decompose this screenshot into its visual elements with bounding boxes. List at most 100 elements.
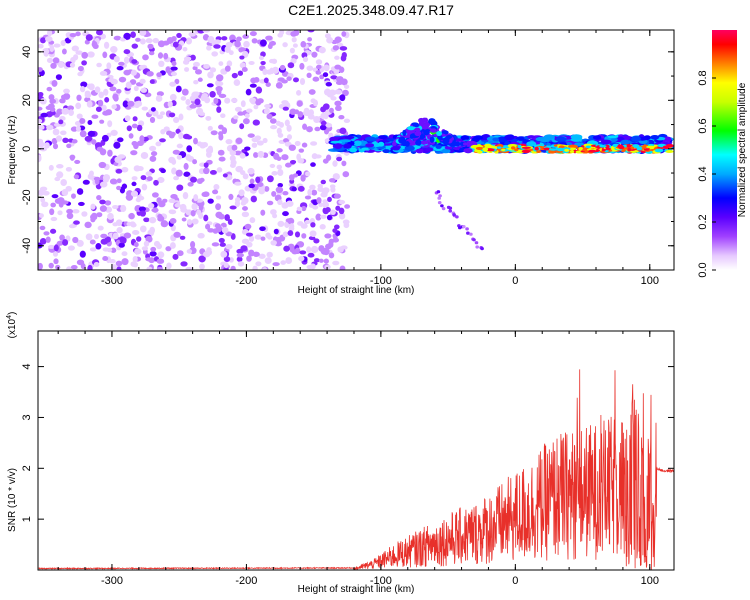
spectrogram-cell (281, 79, 288, 84)
spectrogram-cell (214, 223, 221, 229)
spectrogram-cell (322, 248, 330, 256)
spectrogram-cell (122, 100, 129, 108)
spectrogram-cell (139, 64, 145, 71)
spectrogram-cell (79, 117, 86, 125)
spectrogram-cell (71, 45, 79, 52)
spectrogram-cell (167, 100, 173, 108)
spectrogram-cell (290, 159, 297, 165)
spectrogram-cell (174, 203, 181, 208)
spectrogram-cell (157, 176, 165, 184)
spectrogram-cell (148, 257, 156, 264)
spectrogram-cell (69, 62, 76, 68)
spectrogram-cell (326, 36, 334, 44)
spectrogram-cell (252, 119, 260, 126)
spectrogram-cell (38, 154, 42, 162)
spectrogram-cell (263, 107, 270, 115)
spectrogram-cell (665, 150, 674, 153)
spectrogram-cell (81, 211, 88, 217)
spectrogram-cell (106, 247, 113, 253)
spectrogram-cell (475, 146, 484, 150)
spectrogram-cell (296, 206, 303, 212)
spectrogram-cell (125, 81, 132, 89)
spectrogram-cell (53, 258, 59, 265)
spectrogram-cell (299, 77, 306, 86)
spectrogram-cell (266, 175, 274, 183)
spectrogram-cell (306, 126, 313, 133)
spectrogram-cell (329, 107, 334, 114)
spectrogram-cell (55, 74, 62, 80)
spectrogram-cell (315, 70, 322, 75)
spectrogram-cell (239, 62, 246, 69)
spectrogram-cell (165, 66, 171, 74)
spectrogram-cell (287, 62, 295, 69)
spectrogram-cell (38, 67, 43, 72)
spectrogram-cell (297, 221, 304, 226)
spectrogram-cell (277, 220, 285, 228)
spectrogram-cell (150, 151, 158, 157)
spectrogram-cell (455, 141, 461, 147)
spectrogram-cell (475, 245, 480, 249)
spectrogram-cell (213, 184, 220, 190)
spectrogram-cell (239, 170, 246, 176)
spectrogram-cell (429, 136, 435, 143)
spectrogram-cell (234, 150, 242, 156)
spectrogram-cell (436, 130, 443, 136)
spectrogram-cell (146, 71, 154, 77)
spectrogram-cell (548, 150, 556, 154)
spectrogram-cell (109, 178, 118, 185)
spectrogram-cell (143, 240, 150, 247)
spectrogram-cell (91, 139, 97, 145)
spectrogram-cell (225, 138, 233, 145)
spectrogram-cell (437, 201, 442, 205)
spectrogram-cell (206, 83, 214, 88)
spectrogram-cell (68, 109, 74, 116)
spectrogram-cell (256, 140, 264, 146)
spectrogram-cell (293, 77, 299, 83)
spectrogram-cell (193, 80, 199, 85)
spectrogram-cell (312, 76, 320, 82)
spectrogram-cell (338, 207, 345, 215)
spectrogram-cell (90, 203, 96, 210)
spectrogram-cell (242, 34, 249, 39)
spectrogram-cell (193, 194, 199, 202)
spectrogram-cell (194, 98, 201, 106)
spectrogram-x-axis-label: Height of straight line (km) (298, 285, 415, 296)
spectrogram-cell (330, 186, 336, 193)
spectrogram-cell (139, 135, 145, 143)
spectrogram-cell (100, 238, 108, 245)
spectrogram-cell (152, 207, 159, 213)
spectrogram-cell (414, 130, 422, 137)
spectrogram-cell (294, 247, 301, 255)
spectrogram-cell (302, 123, 308, 130)
spectrogram-cell (600, 139, 612, 145)
spectrogram-cell (448, 209, 453, 213)
spectrogram-cell (196, 141, 203, 147)
spectrogram-cell (123, 49, 131, 55)
spectrogram-cell (310, 245, 319, 254)
spectrogram-cell (325, 123, 333, 128)
spectrogram-cell (308, 236, 316, 241)
spectrogram-cell (406, 126, 416, 131)
spectrogram-cell (202, 251, 211, 258)
spectrogram-cell (343, 118, 351, 123)
spectrogram-cell (51, 137, 58, 145)
spectrogram-cell (264, 104, 272, 109)
spectrogram-cell (607, 135, 619, 139)
spectrogram-cell (52, 143, 59, 150)
spectrogram-cell (185, 98, 191, 106)
spectrogram-cell (79, 85, 86, 93)
spectrogram-cell (322, 158, 329, 164)
spectrogram-y-tick-label: 20 (21, 94, 33, 106)
spectrogram-cell (349, 147, 357, 153)
spectrogram-cell (269, 163, 276, 168)
spectrogram-cell (132, 229, 140, 236)
spectrogram-cell (209, 91, 216, 98)
spectrogram-cell (402, 129, 407, 137)
spectrogram-cell (130, 150, 138, 156)
spectrogram-cell (70, 56, 76, 64)
spectrogram-cell (286, 76, 292, 81)
spectrogram-cell (244, 223, 252, 230)
spectrogram-cell (182, 46, 188, 52)
spectrogram-cell (466, 231, 470, 235)
